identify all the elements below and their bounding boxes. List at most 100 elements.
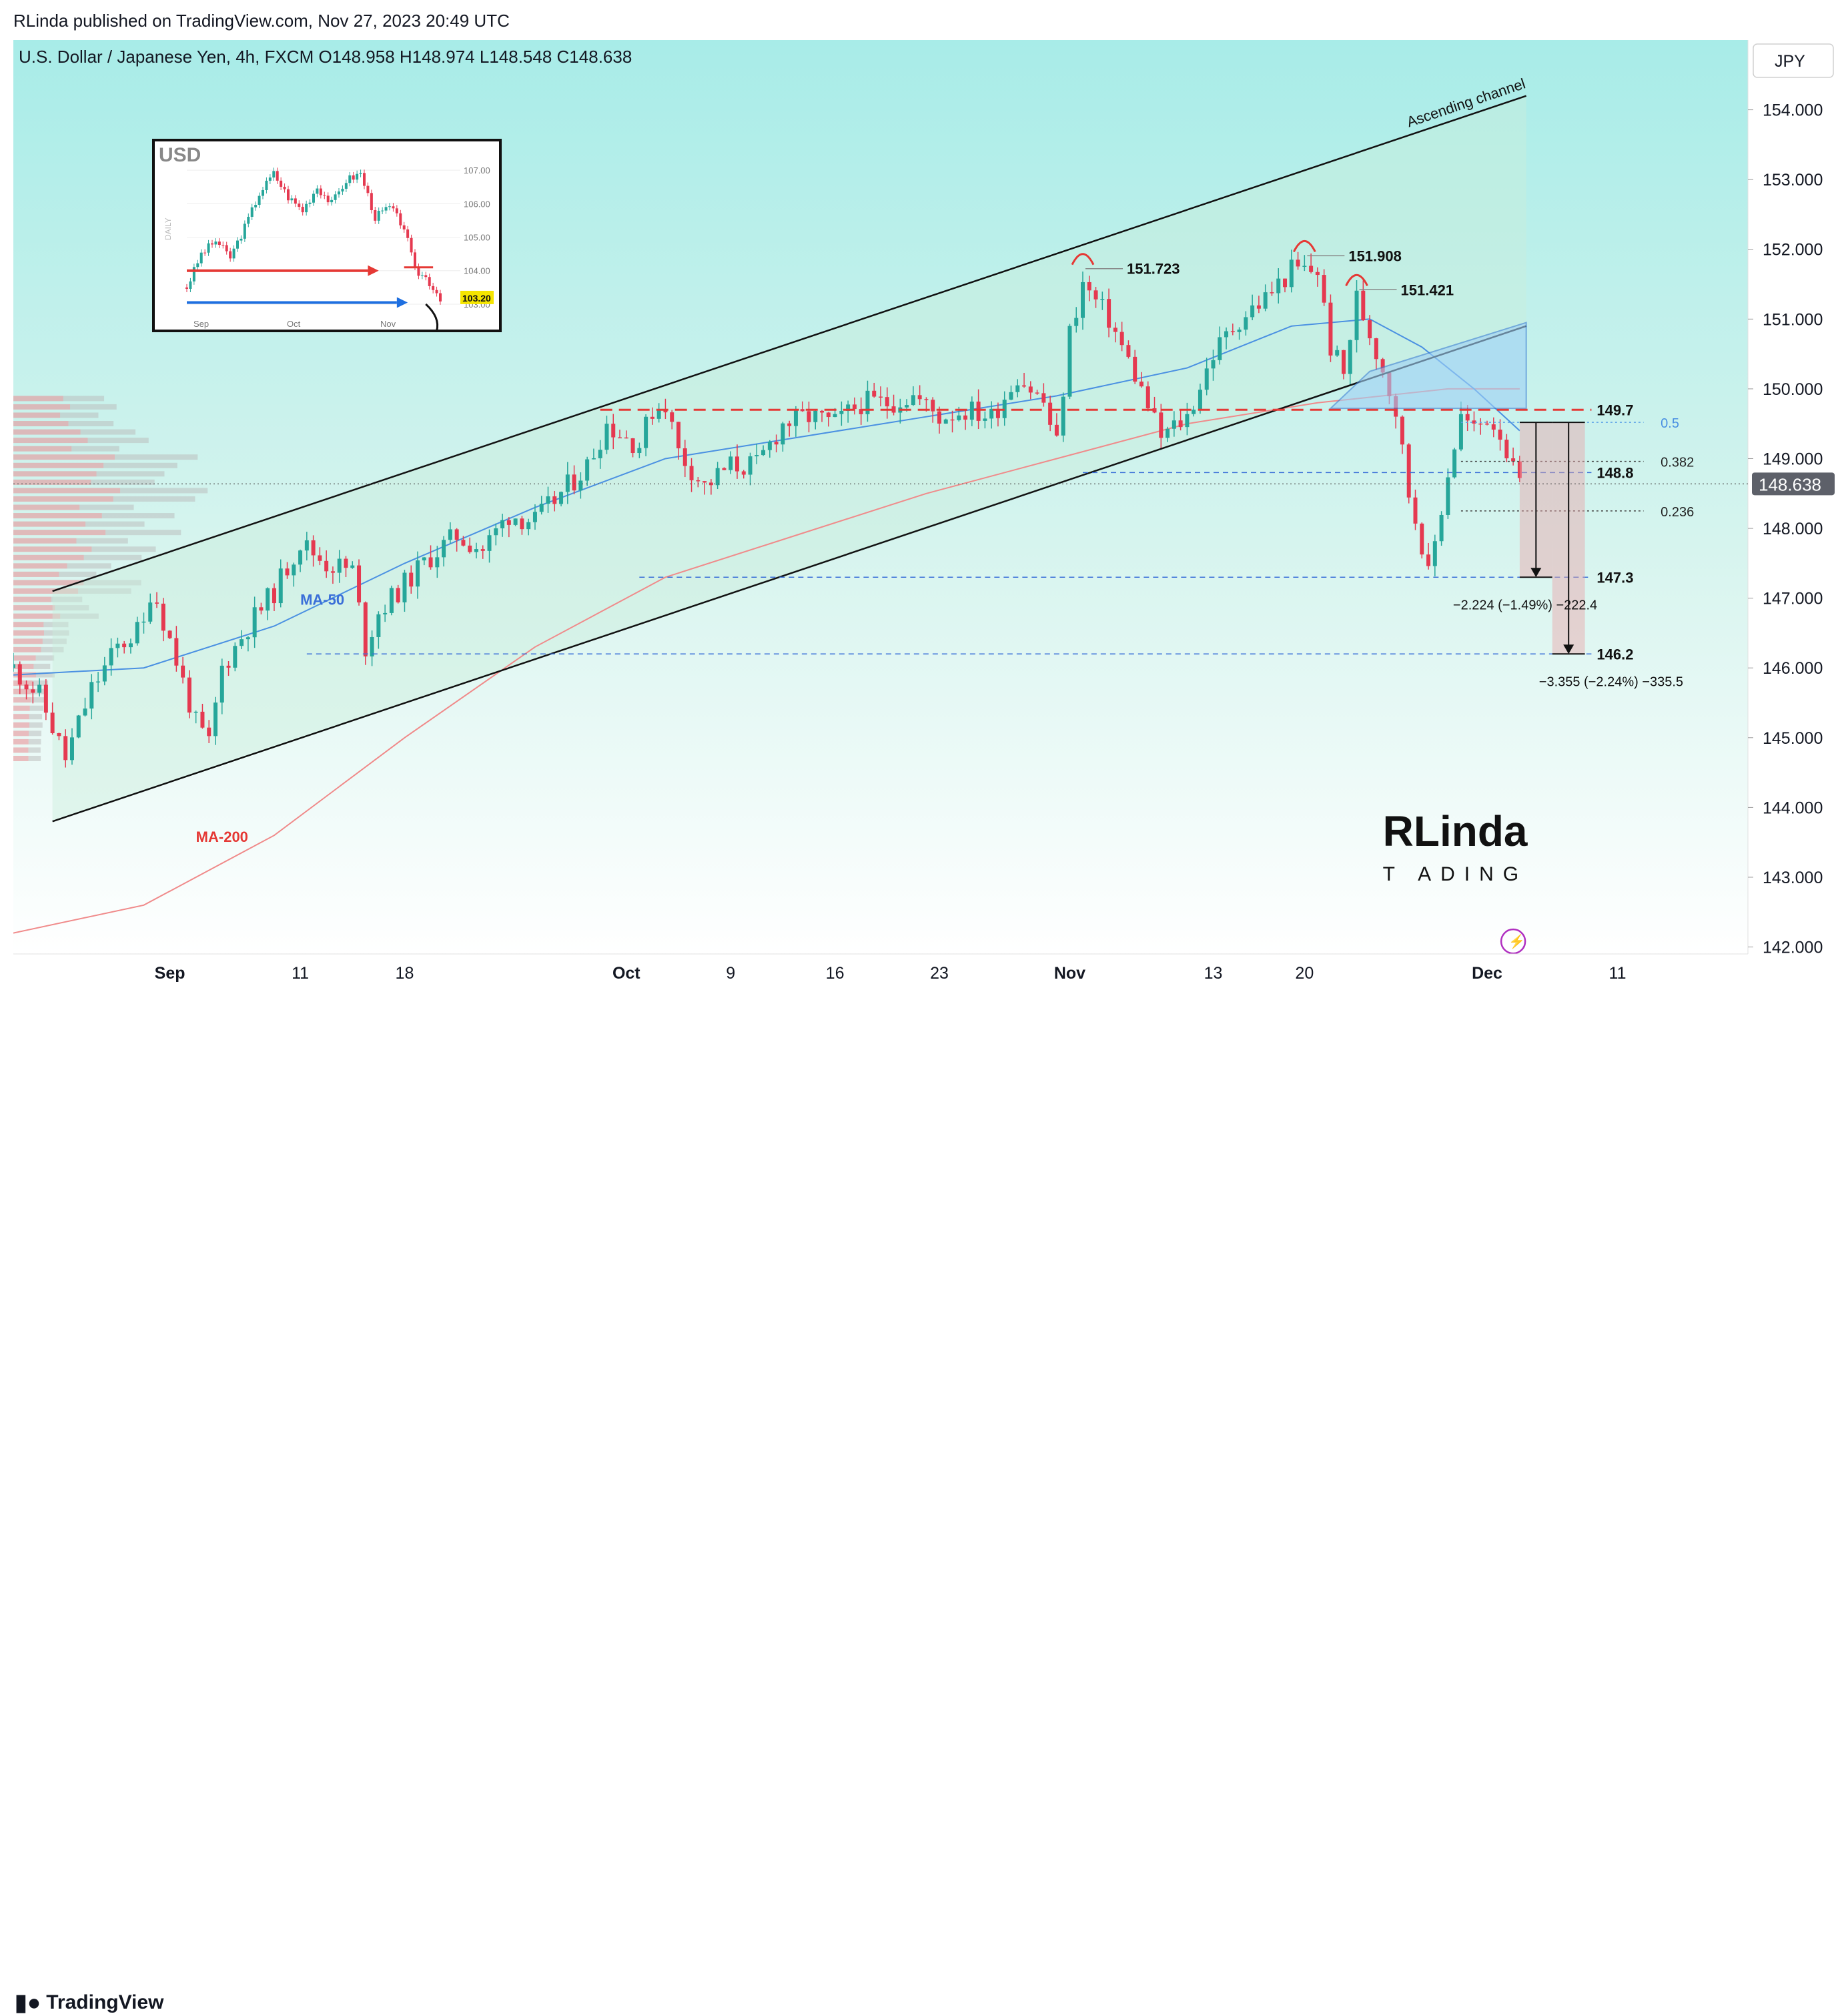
volume-profile-bar: [13, 488, 121, 494]
price-chart[interactable]: USDDAILY107.00106.00105.00104.00103.00Se…: [13, 40, 1848, 989]
volume-profile-bar: [13, 462, 104, 468]
inset-candle: [217, 241, 221, 245]
candle-body: [1048, 402, 1053, 425]
level-label: 147.3: [1596, 569, 1633, 586]
volume-profile-bar: [13, 655, 36, 661]
candle-body: [630, 438, 635, 454]
candle-body: [1061, 396, 1065, 436]
volume-profile-bar: [13, 563, 67, 569]
candle-body: [1420, 523, 1424, 555]
inset-candle: [301, 207, 304, 213]
candle-body: [135, 622, 139, 644]
candle-body: [1276, 278, 1281, 294]
ma200-annotation: MA-200: [196, 829, 248, 845]
candle-body: [735, 456, 739, 472]
volume-profile-bar: [113, 496, 195, 502]
candle-body: [1172, 420, 1176, 429]
candle-body: [474, 549, 478, 552]
candle-body: [324, 560, 329, 572]
projection-arrowhead: [1563, 644, 1574, 654]
volume-profile-bar: [13, 412, 61, 418]
candle-body: [1133, 356, 1137, 382]
inset-candle: [262, 189, 264, 196]
candle-body: [370, 636, 374, 657]
candle-body: [1302, 266, 1307, 267]
candle-body: [957, 415, 961, 420]
inset-candle: [363, 173, 366, 186]
candle-body: [1224, 331, 1229, 338]
candle-body: [219, 665, 224, 703]
volume-profile-bar: [63, 396, 105, 402]
candle-body: [598, 450, 602, 458]
candle-body: [1126, 345, 1131, 357]
ma50-annotation: MA-50: [300, 592, 344, 608]
candle-body: [1335, 350, 1340, 356]
x-tick-label: 20: [1295, 964, 1314, 983]
header: RLinda published on TradingView.com, Nov…: [0, 0, 1848, 40]
y-tick-label: 149.000: [1763, 450, 1823, 468]
inset-candle: [225, 245, 228, 251]
last-price-badge: [1752, 472, 1835, 496]
inset-candle: [185, 287, 188, 289]
volume-profile-bar: [29, 705, 43, 711]
peak-arc: [1071, 253, 1095, 266]
volume-profile-bar: [83, 554, 142, 560]
candle-body: [24, 684, 29, 690]
fib-label: 0.5: [1661, 416, 1679, 431]
candle-body: [240, 639, 244, 646]
tradingview-logo[interactable]: ▮● TradingView: [15, 1989, 163, 2016]
candle-body: [722, 468, 727, 470]
volume-profile-bar: [13, 446, 72, 452]
candle-body: [807, 411, 811, 422]
volume-profile-bar: [13, 504, 80, 510]
candle-body: [1446, 477, 1450, 515]
candle-body: [102, 665, 107, 682]
candle-body: [1230, 331, 1235, 333]
candle-body: [585, 459, 590, 481]
inset-candle: [294, 198, 297, 204]
y-tick-label: 148.000: [1763, 520, 1823, 538]
peak-arc: [1292, 239, 1316, 253]
candle-body: [1237, 330, 1242, 332]
candle-body: [461, 540, 466, 546]
chart-area[interactable]: USD DAILY 107.00 106.00 105.00 104.00 103.00 Se…: [13, 40, 1848, 989]
inset-candle: [211, 243, 213, 245]
volume-profile-bar: [13, 438, 88, 444]
inset-price-tag: [460, 290, 494, 304]
footer: ▮● TradingView: [0, 989, 1848, 2015]
candle-body: [983, 418, 987, 421]
candle-body: [1458, 414, 1463, 450]
volume-profile-bar: [13, 454, 115, 460]
inset-title: USD: [159, 144, 201, 166]
inset-candle: [203, 252, 207, 254]
inset-ytick: 104.00: [464, 266, 490, 276]
candle-body: [905, 405, 909, 408]
candle-body: [820, 410, 825, 413]
candle-body: [363, 602, 368, 657]
inset-frame: [152, 139, 502, 332]
inset-candle: [189, 281, 192, 289]
inset-candle: [240, 238, 243, 241]
y-tick-label: 145.000: [1763, 729, 1823, 748]
inset-candle: [439, 293, 442, 302]
candle-body: [1185, 414, 1190, 428]
candle-body: [1152, 408, 1157, 413]
candle-body: [480, 549, 485, 551]
volume-profile-bar: [13, 663, 34, 669]
candle-body: [1244, 317, 1248, 330]
volume-profile-bar: [96, 471, 165, 477]
symbol-line: U.S. Dollar / Japanese Yen, 4h, FXCM O14…: [19, 47, 632, 67]
candle-body: [128, 643, 133, 648]
inset-red-arrow: [368, 265, 379, 276]
peak-arc: [1345, 274, 1368, 286]
candle-body: [793, 409, 798, 426]
inset-candle: [410, 237, 413, 253]
volume-profile-bar: [13, 755, 29, 761]
y-tick-label: 142.000: [1763, 939, 1823, 957]
candle-body: [1472, 420, 1476, 424]
volume-profile-bar: [101, 513, 175, 519]
y-tick-label: 147.000: [1763, 590, 1823, 608]
x-tick-label: 11: [292, 964, 309, 983]
inset-candle: [420, 275, 424, 276]
candle-body: [1067, 326, 1072, 397]
